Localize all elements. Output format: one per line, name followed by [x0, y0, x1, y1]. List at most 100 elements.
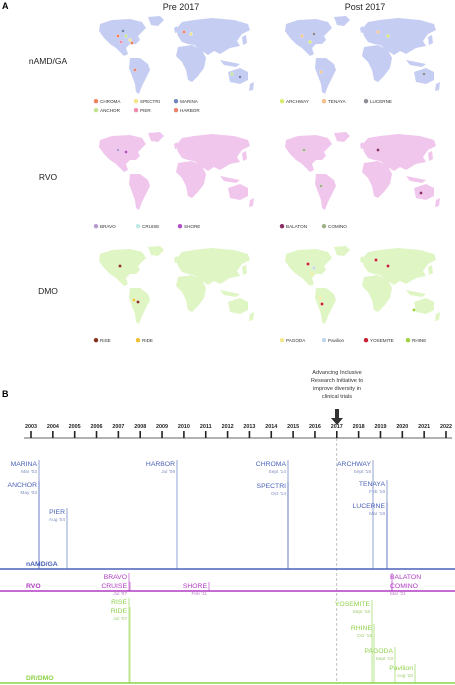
trial-site-dot — [319, 184, 323, 188]
legend-swatch-archway — [279, 99, 285, 104]
row-label-dmo: DMO — [38, 286, 58, 296]
legend-swatch-shore — [177, 224, 183, 229]
event-name-harbor: HARBOR — [146, 461, 175, 468]
world-map-shape — [285, 132, 440, 210]
trial-site-dot — [319, 70, 323, 74]
year-label-2011: 2011 — [200, 424, 212, 430]
year-label-2015: 2015 — [287, 424, 299, 430]
legend-label-chroma: CHROMA — [100, 99, 121, 104]
legend-swatch-ride — [135, 338, 141, 343]
legend-swatch-pagoda — [279, 338, 285, 343]
event-date-anchor: May '03 — [20, 490, 37, 496]
year-label-2012: 2012 — [222, 424, 234, 430]
col-title-post-2017: Post 2017 — [345, 2, 386, 12]
event-name-rise: RISE — [111, 599, 127, 606]
event-date-harbor: Jul '09 — [161, 469, 175, 475]
event-date-marina: Mar '03 — [21, 469, 37, 475]
legend-swatch-rise — [93, 338, 99, 343]
legend-label-lucerne: LUCERNE — [370, 99, 392, 104]
year-label-2020: 2020 — [396, 424, 408, 430]
event-date-lucerne: Mar '19 — [369, 511, 385, 517]
legend-label-harbor: HARBOR — [180, 108, 200, 113]
legend-swatch-bravo — [93, 224, 99, 229]
event-name-marina: MARINA — [11, 461, 38, 468]
annotation-block: Advancing Inclusive Research Initiative t… — [311, 370, 363, 400]
event-name-archway: ARCHWAY — [337, 461, 371, 468]
trial-site-dot — [238, 75, 242, 79]
trial-site-dot — [136, 300, 140, 304]
trial-site-dot — [374, 258, 378, 262]
world-map-1-pre — [99, 132, 254, 210]
trial-site-dot — [133, 68, 137, 72]
legend-label-ride: RIDE — [142, 338, 153, 343]
legend-swatch-pavilion — [321, 338, 327, 343]
trial-site-dot — [308, 40, 312, 44]
trial-site-dot — [302, 148, 306, 152]
event-date-shore: Feb '11 — [192, 591, 208, 597]
legend-label-archway: ARCHWAY — [286, 99, 309, 104]
trial-site-dot — [116, 148, 120, 152]
trial-site-dot — [376, 148, 380, 152]
legend-swatch-lucerne — [363, 99, 369, 104]
trial-site-dot — [320, 302, 324, 306]
event-date-rhine: Oct '18 — [357, 633, 372, 639]
trial-site-dot — [310, 272, 314, 276]
trial-site-dot — [124, 150, 128, 154]
legend-swatch-chroma — [93, 99, 99, 104]
event-name-pavilion: Pavilion — [389, 665, 413, 672]
trial-site-dot — [230, 72, 234, 76]
track-label-drdmo: DR/DMO — [26, 675, 54, 682]
trial-site-dot — [121, 29, 125, 33]
legend-label-anchor: ANCHOR — [100, 108, 121, 113]
trial-site-dot — [124, 34, 128, 38]
trial-site-dot — [119, 40, 123, 44]
legend-swatch-balaton — [279, 224, 285, 229]
world-map-1-post — [285, 132, 440, 210]
event-name-comino: COMINO — [390, 583, 418, 590]
legend-swatch-yosemite — [363, 338, 369, 343]
trial-site-dot — [306, 262, 310, 266]
legend-label-marina: MARINA — [180, 99, 199, 104]
event-date-pier: Aug '04 — [49, 517, 65, 523]
annotation-line: clinical trials — [322, 394, 352, 400]
event-date-comino: Mar '21 — [390, 591, 406, 597]
event-name-pier: PIER — [49, 509, 65, 516]
year-label-2013: 2013 — [243, 424, 255, 430]
legend-swatch-anchor — [93, 108, 99, 113]
event-date-tenaya: Feb '19 — [369, 489, 385, 495]
trial-site-dot — [300, 34, 304, 38]
year-label-2018: 2018 — [353, 424, 365, 430]
legend-swatch-cruise — [135, 224, 141, 229]
trial-site-dot — [128, 38, 132, 42]
trial-site-dot — [130, 41, 134, 45]
legend-swatch-pier — [133, 108, 139, 113]
world-map-shape — [99, 246, 254, 324]
legend-label-pagoda: PAGODA — [286, 338, 306, 343]
trial-site-dot — [419, 191, 423, 195]
legend-swatch-spectri — [133, 99, 139, 104]
year-label-2009: 2009 — [156, 424, 168, 430]
legend-label-pier: PIER — [140, 108, 151, 113]
event-date-pagoda: Sept '19 — [376, 656, 394, 662]
legend-swatch-marina — [173, 99, 179, 104]
year-label-2021: 2021 — [418, 424, 430, 430]
legend-swatch-harbor — [173, 108, 179, 113]
event-name-spectri: SPECTRI — [257, 483, 287, 490]
col-title-pre-2017: Pre 2017 — [163, 2, 200, 12]
trial-site-dot — [318, 296, 322, 300]
legend-label-shore: SHORE — [184, 224, 200, 229]
world-map-shape — [99, 132, 254, 210]
trial-site-dot — [116, 34, 120, 38]
legend-label-tenaya: TENAYA — [328, 99, 347, 104]
trial-site-dot — [312, 266, 316, 270]
trial-site-dot — [412, 308, 416, 312]
legend-label-spectri: SPECTRI — [140, 99, 160, 104]
year-label-2022: 2022 — [440, 424, 452, 430]
world-map-shape — [99, 16, 254, 94]
event-name-anchor: ANCHOR — [8, 482, 38, 489]
event-name-lucerne: LUCERNE — [353, 503, 386, 510]
trial-site-dot — [422, 72, 426, 76]
year-label-2019: 2019 — [374, 424, 386, 430]
trial-site-dot — [132, 298, 136, 302]
event-name-yosemite: YOSEMITE — [335, 601, 371, 608]
